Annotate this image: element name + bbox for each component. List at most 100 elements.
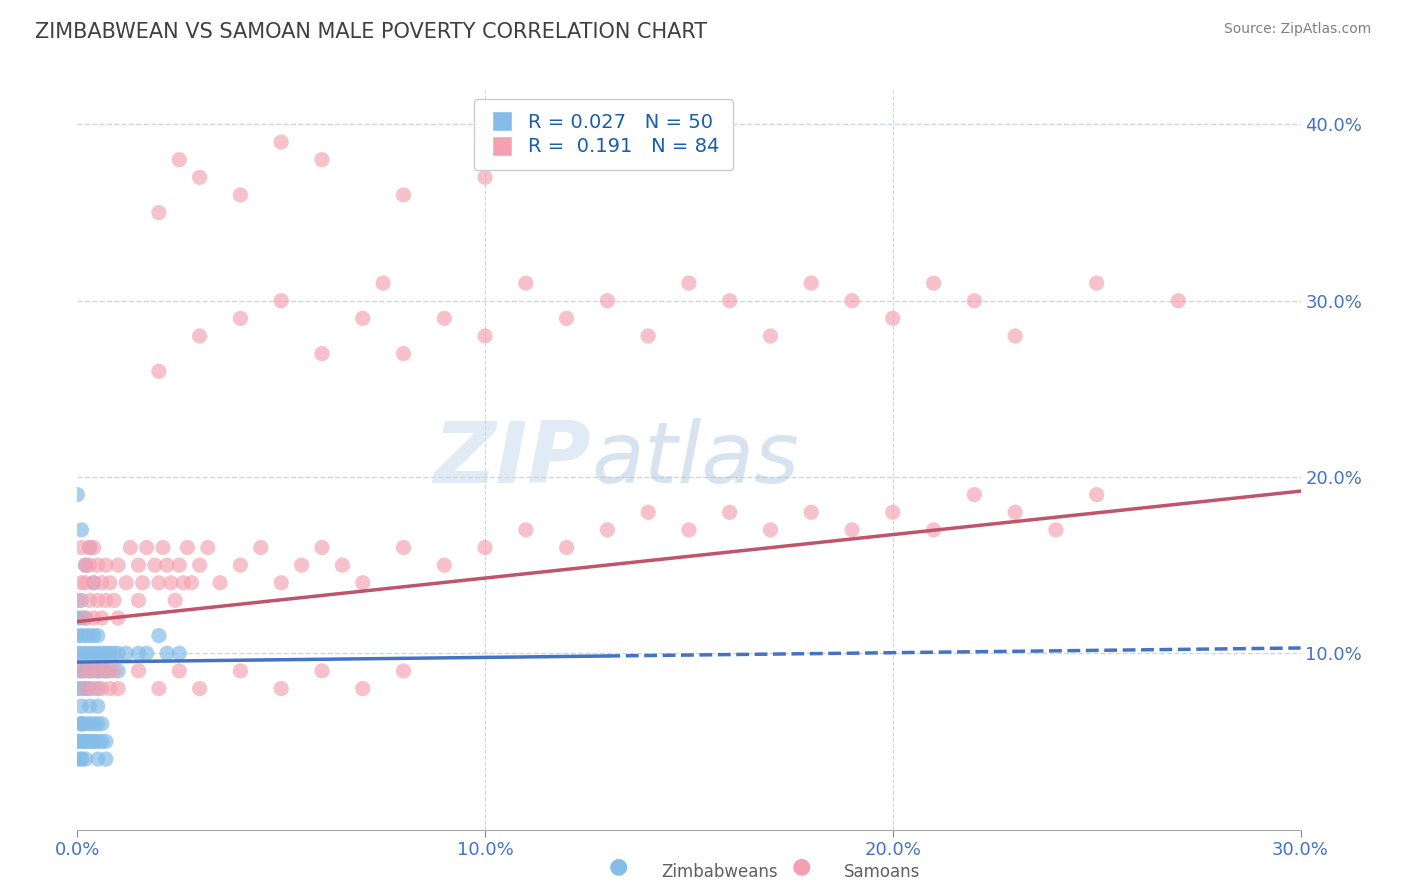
Point (75, 681, 97, 696)
Point (87, 664, 110, 678)
Point (135, 646, 157, 660)
Point (392, 541, 415, 555)
Point (148, 205, 170, 219)
Point (156, 558, 179, 573)
Point (83, 734, 105, 748)
Point (371, 276, 394, 290)
Point (800, 276, 823, 290)
Point (188, 681, 211, 696)
Point (83, 664, 105, 678)
Text: ZIMBABWEAN VS SAMOAN MALE POVERTY CORRELATION CHART: ZIMBABWEAN VS SAMOAN MALE POVERTY CORREL… (35, 22, 707, 42)
Point (90, 646, 112, 660)
Point (79, 629, 101, 643)
Point (197, 541, 219, 555)
Point (94, 664, 117, 678)
Point (678, 523, 700, 537)
Point (922, 523, 945, 537)
Point (270, 575, 292, 590)
Point (79, 716, 101, 731)
Point (70, 629, 93, 643)
Point (66, 593, 89, 607)
Point (250, 541, 273, 555)
Point (94, 593, 117, 607)
Point (90, 664, 112, 678)
Point (474, 329, 496, 343)
Point (127, 593, 149, 607)
Point (433, 311, 456, 326)
Point (555, 311, 578, 326)
Point (90, 734, 112, 748)
Point (103, 646, 125, 660)
Text: ●: ● (792, 856, 811, 876)
Point (66, 611, 89, 625)
Point (1167, 293, 1189, 308)
Point (270, 135, 292, 149)
Point (759, 329, 782, 343)
Point (66, 629, 89, 643)
Point (922, 276, 945, 290)
Point (148, 575, 170, 590)
Point (290, 558, 312, 573)
Point (107, 664, 129, 678)
Point (87, 593, 110, 607)
Point (148, 681, 170, 696)
Point (70, 523, 93, 537)
Point (188, 329, 211, 343)
Point (75, 716, 97, 731)
Text: Samoans: Samoans (844, 863, 920, 881)
Point (75, 752, 97, 766)
Point (70, 734, 93, 748)
Point (188, 558, 211, 573)
Point (90, 575, 112, 590)
Point (66, 752, 89, 766)
Point (66, 664, 89, 678)
Point (963, 488, 986, 502)
Point (79, 646, 101, 660)
Point (156, 646, 179, 660)
Point (160, 575, 183, 590)
Text: Zimbabweans: Zimbabweans (661, 863, 778, 881)
Point (70, 716, 93, 731)
Point (596, 293, 619, 308)
Point (1004, 505, 1026, 519)
Point (169, 664, 191, 678)
Point (311, 346, 333, 360)
Point (127, 558, 149, 573)
Point (180, 575, 202, 590)
Point (70, 664, 93, 678)
Point (79, 664, 101, 678)
Point (75, 681, 97, 696)
Point (70, 611, 93, 625)
Text: atlas: atlas (591, 417, 799, 501)
Point (1085, 488, 1108, 502)
Point (79, 541, 101, 555)
Point (392, 664, 415, 678)
Point (555, 118, 578, 132)
Point (474, 541, 496, 555)
Text: Source: ZipAtlas.com: Source: ZipAtlas.com (1223, 22, 1371, 37)
Point (188, 170, 211, 185)
Point (311, 664, 333, 678)
Point (152, 541, 174, 555)
Point (79, 541, 101, 555)
Point (229, 188, 252, 202)
Point (94, 752, 117, 766)
Point (75, 558, 97, 573)
Point (135, 541, 157, 555)
Point (637, 505, 659, 519)
Point (841, 523, 863, 537)
Point (90, 681, 112, 696)
Point (555, 541, 578, 555)
Point (79, 593, 101, 607)
Point (83, 541, 105, 555)
Point (1085, 276, 1108, 290)
Point (87, 558, 110, 573)
Point (75, 734, 97, 748)
Point (115, 646, 138, 660)
Point (131, 575, 153, 590)
Point (107, 611, 129, 625)
Point (70, 664, 93, 678)
Point (98, 681, 121, 696)
Point (87, 681, 110, 696)
Point (66, 734, 89, 748)
